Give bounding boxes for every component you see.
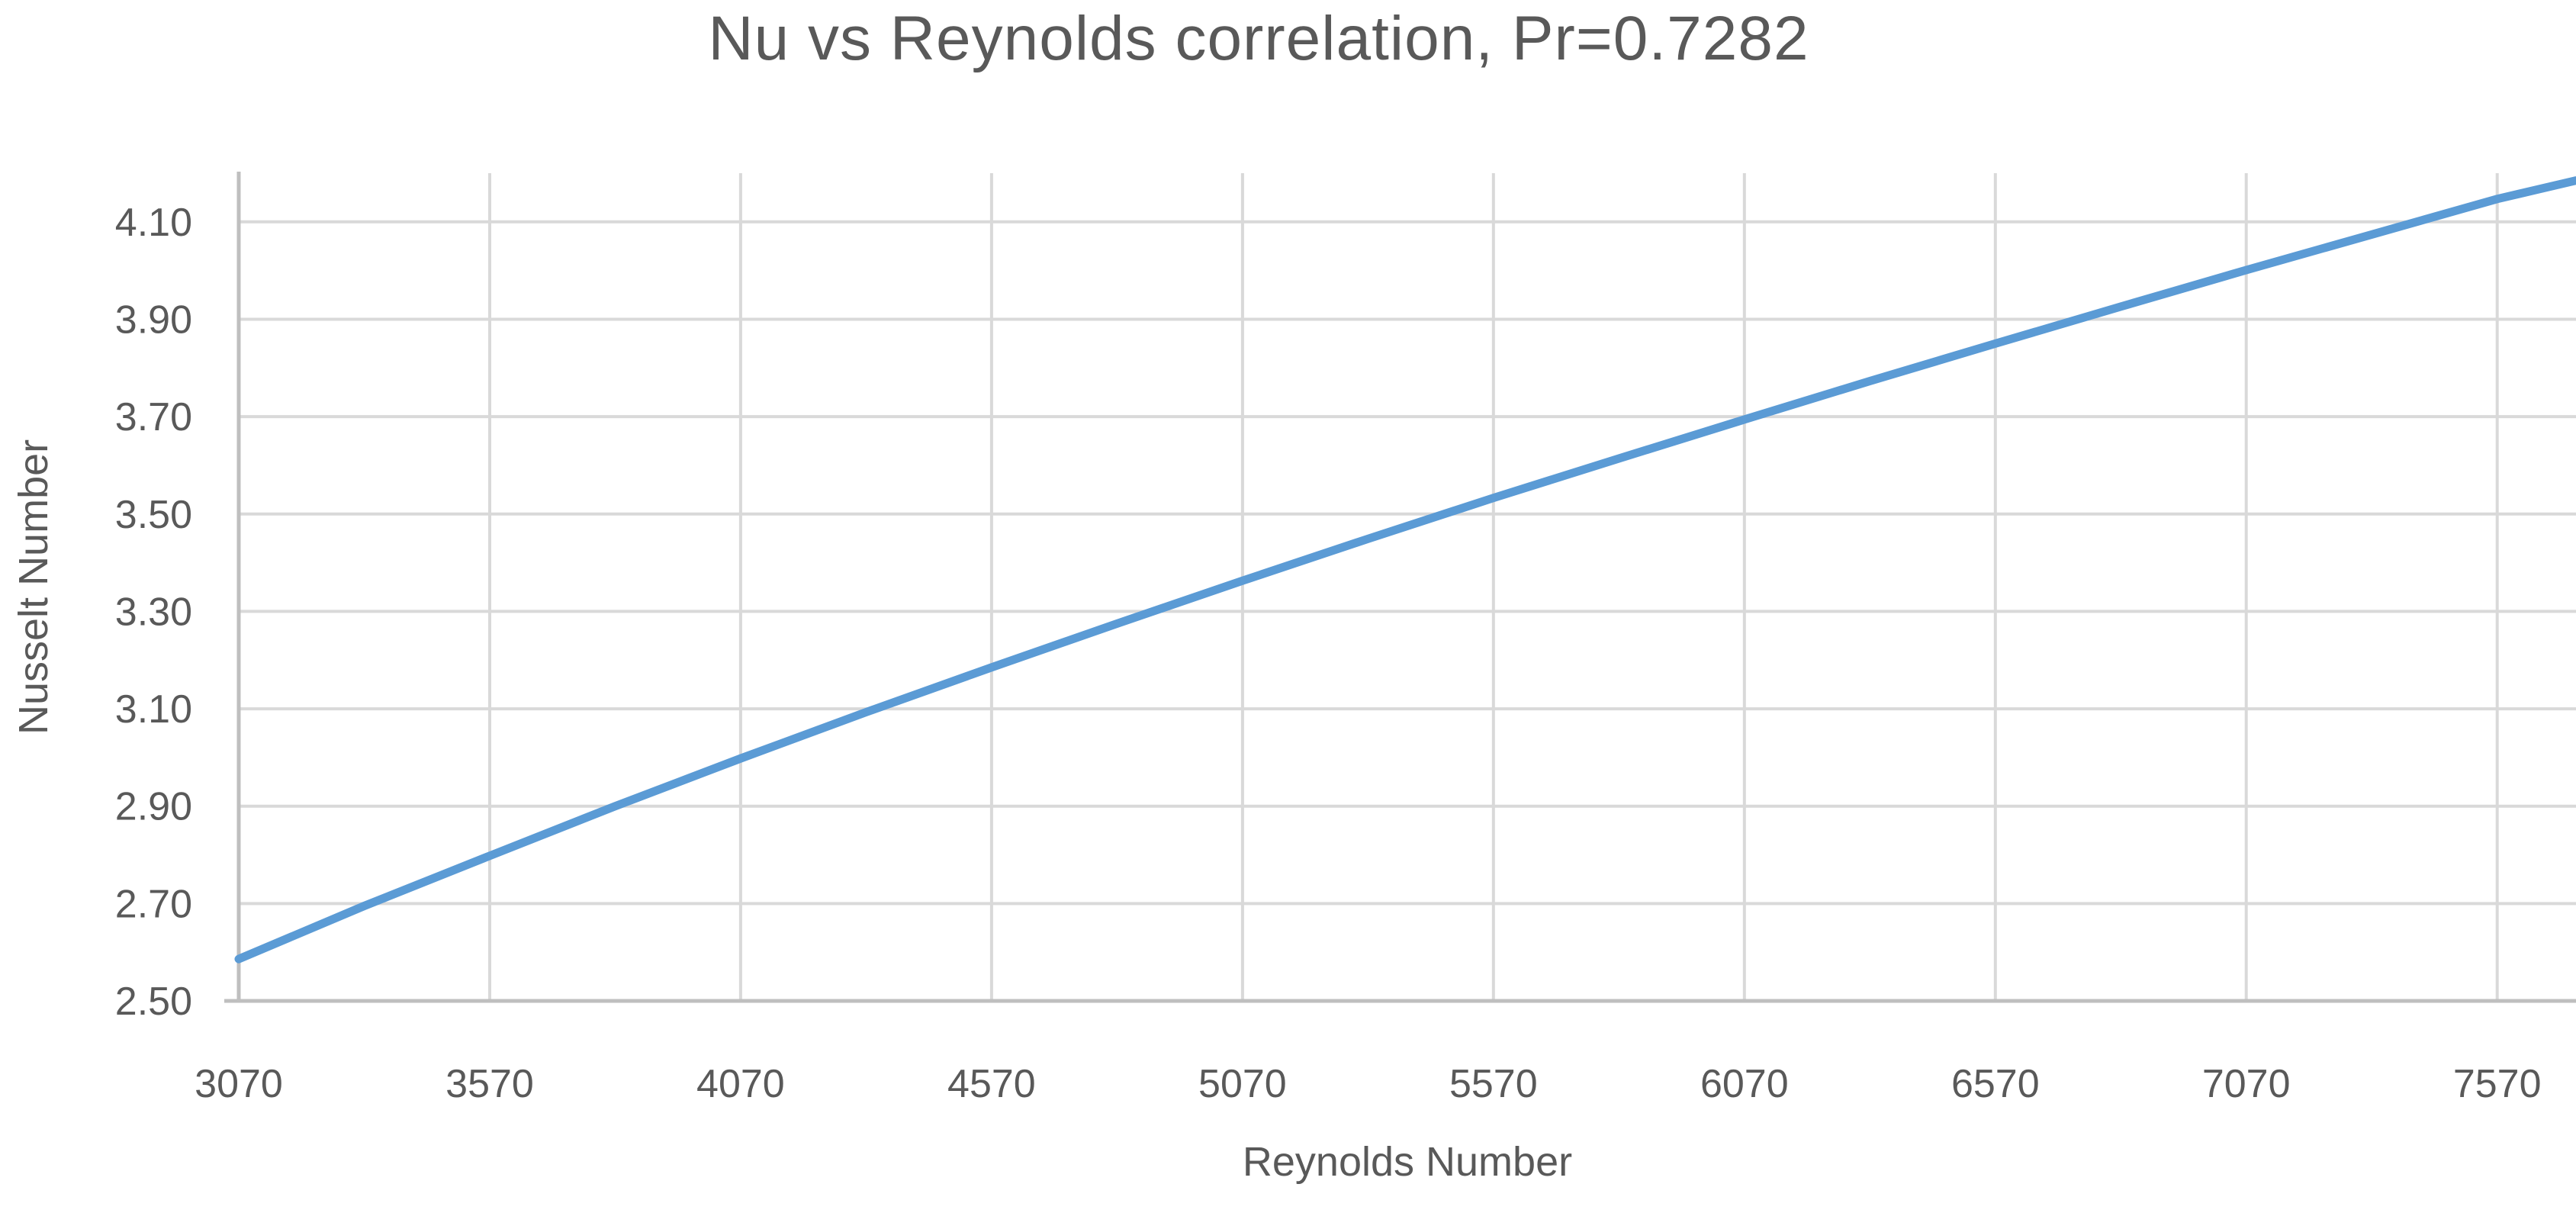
y-tick-label: 2.90 [115,785,192,829]
x-tick-label: 4070 [696,1062,785,1106]
x-tick-label: 6070 [1700,1062,1789,1106]
x-tick-label: 7070 [2202,1062,2291,1106]
y-tick-label: 3.30 [115,590,192,634]
x-tick-label: 3070 [195,1062,283,1106]
x-axis-title: Reynolds Number [1242,1139,1573,1185]
y-tick-label: 3.70 [115,395,192,439]
x-tick-label: 5070 [1198,1062,1287,1106]
nu-series-line [234,176,2576,964]
chart-title: Nu vs Reynolds correlation, Pr=0.7282 [708,4,1809,73]
y-tick-label: 3.90 [115,298,192,343]
y-tick-label: 4.10 [115,201,192,245]
y-tick-label: 3.50 [115,493,192,537]
y-tick-label: 2.70 [115,882,192,926]
x-tick-label: 6570 [1951,1062,2040,1106]
y-tick-label: 3.10 [115,687,192,732]
x-tick-label: 7570 [2453,1062,2542,1106]
x-tick-label: 5570 [1449,1062,1538,1106]
x-tick-label: 3570 [445,1062,534,1106]
x-tick-label: 4570 [947,1062,1036,1106]
y-tick-label: 2.50 [115,980,192,1024]
